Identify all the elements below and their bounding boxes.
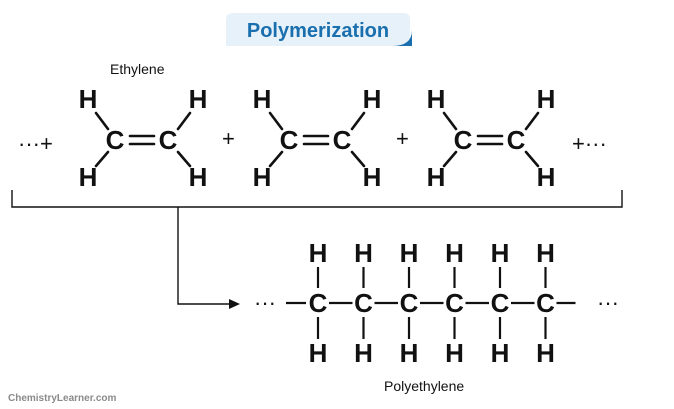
hydrogen-atom: H [253, 162, 272, 192]
polymer-trailing-ellipsis: ··· [597, 290, 619, 315]
carbon-atom: C [400, 288, 419, 318]
hydrogen-atom: H [427, 162, 446, 192]
plus-sign-1: + [222, 126, 235, 151]
hydrogen-atom: H [491, 238, 510, 268]
brand-watermark: ChemistryLearner.com [8, 393, 116, 404]
polymer-leading-ellipsis: ··· [254, 290, 276, 315]
carbon-atom: C [491, 288, 510, 318]
carbon-atom: C [333, 125, 352, 155]
page-title: Polymerization [247, 20, 389, 42]
title-banner-background [226, 13, 410, 46]
hydrogen-atom: H [400, 338, 419, 368]
ethylene-molecule: H HH HC C [253, 84, 382, 192]
leading-ellipsis-plus: ···+ [18, 131, 53, 156]
title-banner-accent [392, 30, 412, 46]
carbon-atom: C [106, 125, 125, 155]
hydrogen-atom: H [189, 84, 208, 114]
hydrogen-atom: H [445, 238, 464, 268]
carbon-hydrogen-bond [350, 150, 366, 168]
ethylene-molecule: H HH HC C [79, 84, 208, 192]
carbon-hydrogen-bond [442, 150, 458, 168]
reaction-arrow [177, 207, 240, 309]
hydrogen-atom: H [536, 238, 555, 268]
carbon-atom: C [445, 288, 464, 318]
carbon-hydrogen-bond [94, 150, 110, 168]
carbon-hydrogen-bond [524, 111, 540, 131]
hydrogen-atom: H [400, 238, 419, 268]
reaction-arrow-head [229, 299, 240, 309]
polymer-repeat-unit: HCH [309, 238, 353, 368]
reaction-arrow-line [177, 207, 230, 305]
hydrogen-atom: H [79, 84, 98, 114]
carbon-atom: C [536, 288, 555, 318]
carbon-atom: C [507, 125, 526, 155]
polymer-repeat-unit: HCH [445, 238, 489, 368]
hydrogen-atom: H [363, 162, 382, 192]
hydrogen-atom: H [445, 338, 464, 368]
monomer-bracket [11, 190, 623, 208]
carbon-atom: C [309, 288, 328, 318]
carbon-atom: C [280, 125, 299, 155]
polymer-repeat-unit: HCH [536, 238, 576, 368]
carbon-hydrogen-bond [176, 111, 192, 131]
carbon-hydrogen-bond [94, 111, 110, 131]
hydrogen-atom: H [189, 162, 208, 192]
carbon-hydrogen-bond [350, 111, 366, 131]
carbon-hydrogen-bond [176, 150, 192, 168]
title-banner: Polymerization [226, 13, 412, 46]
polymer-repeat-unit: HCH [400, 238, 444, 368]
plus-sign-2: + [396, 126, 409, 151]
hydrogen-atom: H [79, 162, 98, 192]
hydrogen-atom: H [537, 84, 556, 114]
hydrogen-atom: H [354, 338, 373, 368]
ethylene-molecule: H HH HC C [427, 84, 556, 192]
monomer-molecules: H HH HC CH HH HC CH HH HC C [79, 84, 556, 192]
carbon-hydrogen-bond [442, 111, 458, 131]
polymer-repeat-unit: HCH [491, 238, 535, 368]
hydrogen-atom: H [427, 84, 446, 114]
hydrogen-atom: H [537, 162, 556, 192]
polymer-repeat-unit: HCH [354, 238, 398, 368]
carbon-hydrogen-bond [524, 150, 540, 168]
hydrogen-atom: H [309, 338, 328, 368]
monomer-label: Ethylene [110, 61, 165, 77]
polymer-label: Polyethylene [384, 378, 464, 394]
hydrogen-atom: H [536, 338, 555, 368]
carbon-atom: C [159, 125, 178, 155]
hydrogen-atom: H [491, 338, 510, 368]
hydrogen-atom: H [253, 84, 272, 114]
hydrogen-atom: H [354, 238, 373, 268]
carbon-hydrogen-bond [268, 111, 284, 131]
hydrogen-atom: H [363, 84, 382, 114]
trailing-plus-ellipsis: +··· [572, 131, 607, 156]
hydrogen-atom: H [309, 238, 328, 268]
carbon-atom: C [454, 125, 473, 155]
carbon-hydrogen-bond [268, 150, 284, 168]
carbon-atom: C [354, 288, 373, 318]
